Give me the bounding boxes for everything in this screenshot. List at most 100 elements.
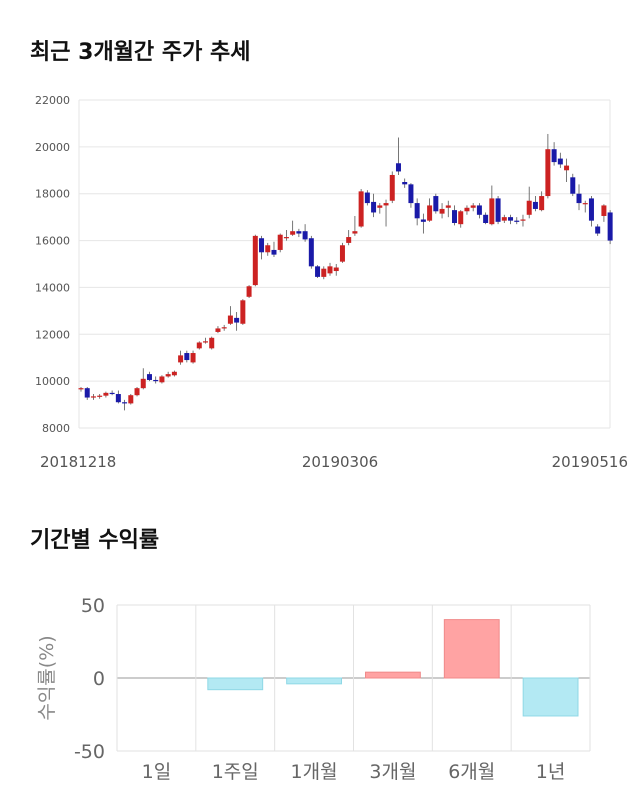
- candle-down: [109, 392, 115, 395]
- x-category-label: 1일: [142, 761, 172, 783]
- candle-up: [165, 374, 171, 377]
- candle-down: [271, 249, 277, 255]
- candle-down: [483, 214, 489, 223]
- candle-up: [215, 328, 221, 332]
- candle-up: [128, 395, 134, 404]
- y-tick-label: 16000: [35, 235, 70, 248]
- candle-down: [420, 219, 426, 222]
- candle-up: [290, 231, 296, 235]
- candle-up: [78, 388, 84, 390]
- candle-down: [576, 193, 582, 204]
- x-category-label: 3개월: [369, 761, 416, 783]
- candle-up: [427, 205, 433, 221]
- candle-down: [508, 217, 514, 221]
- candle-up: [358, 191, 364, 227]
- candle-up: [352, 231, 358, 234]
- candle-up: [190, 353, 196, 363]
- candle-down: [570, 177, 576, 194]
- candle-down: [514, 220, 520, 222]
- candle-up: [159, 376, 165, 383]
- candle-down: [302, 231, 308, 240]
- candle-down: [557, 158, 563, 165]
- candle-up: [389, 174, 395, 201]
- return-bar: [365, 671, 421, 679]
- y-tick-label: 8000: [42, 422, 70, 435]
- candle-up: [227, 315, 233, 324]
- candle-up: [489, 198, 495, 225]
- candle-up: [582, 203, 588, 205]
- candle-up: [140, 378, 146, 389]
- candle-down: [308, 238, 314, 267]
- candle-down: [122, 402, 128, 404]
- y-tick-label: -50: [74, 741, 105, 763]
- y-tick-label: 18000: [35, 188, 70, 201]
- price-trend-title: 최근 3개월간 주가 추세: [30, 40, 251, 65]
- x-category-label: 1년: [536, 761, 566, 783]
- candle-up: [252, 235, 258, 286]
- candle-up: [545, 149, 551, 197]
- y-tick-label: 20000: [35, 141, 70, 154]
- candle-down: [371, 201, 377, 213]
- y-tick-label: 0: [93, 668, 105, 690]
- candle-up: [339, 245, 345, 262]
- candle-up: [103, 392, 109, 396]
- candle-down: [296, 231, 302, 234]
- candle-up: [601, 205, 607, 216]
- candle-down: [315, 266, 321, 277]
- candle-down: [414, 203, 420, 219]
- candle-up: [171, 371, 177, 376]
- candle-up: [196, 342, 202, 349]
- candle-down: [184, 353, 190, 361]
- candle-up: [265, 245, 271, 253]
- x-category-label: 6개월: [448, 761, 495, 783]
- candle-up: [539, 196, 545, 211]
- candle-down: [452, 210, 458, 223]
- candle-up: [90, 396, 96, 398]
- x-tick-label: 20190306: [302, 453, 378, 471]
- candle-up: [246, 286, 252, 297]
- candle-up: [333, 267, 339, 272]
- return-bar: [522, 677, 579, 717]
- candle-down: [495, 198, 501, 222]
- candle-down: [607, 212, 613, 241]
- candle-down: [433, 196, 439, 212]
- candle-down: [115, 394, 121, 403]
- candle-down: [153, 379, 159, 382]
- candle-down: [476, 205, 482, 215]
- candle-up: [501, 217, 507, 221]
- candle-up: [178, 355, 184, 363]
- candle-up: [470, 205, 476, 208]
- candle-up: [283, 237, 289, 239]
- period-returns-title: 기간별 수익률: [30, 528, 160, 553]
- candle-up: [221, 327, 227, 329]
- candle-up: [240, 300, 246, 324]
- candle-up: [564, 165, 570, 171]
- candle-down: [402, 182, 408, 185]
- candle-up: [321, 268, 327, 277]
- candle-down: [395, 163, 401, 172]
- candlestick-chart: 8000 10000 12000 14000 16000 18000 20000 22000 2…: [35, 94, 628, 471]
- y-tick-label: 12000: [35, 328, 70, 341]
- candle-down: [588, 198, 594, 221]
- y-tick-label: 22000: [35, 94, 70, 107]
- candle-up: [327, 266, 333, 274]
- candle-down: [259, 238, 265, 253]
- candle-down: [364, 192, 370, 204]
- y-tick-label: 50: [81, 595, 105, 617]
- candle-up: [520, 219, 526, 221]
- candle-down: [234, 317, 240, 323]
- candle-up: [445, 205, 451, 208]
- candle-up: [439, 208, 445, 214]
- return-bar: [443, 619, 500, 679]
- candle-down: [595, 226, 601, 234]
- candle-up: [209, 337, 215, 349]
- candle-up: [458, 211, 464, 225]
- x-category-label: 1주일: [212, 761, 259, 783]
- candle-up: [277, 234, 283, 250]
- y-tick-label: 10000: [35, 375, 70, 388]
- candle-up: [134, 388, 140, 396]
- candle-up: [526, 200, 532, 215]
- x-tick-label: 20190516: [552, 453, 628, 471]
- candle-down: [146, 374, 152, 380]
- candle-up: [97, 395, 103, 397]
